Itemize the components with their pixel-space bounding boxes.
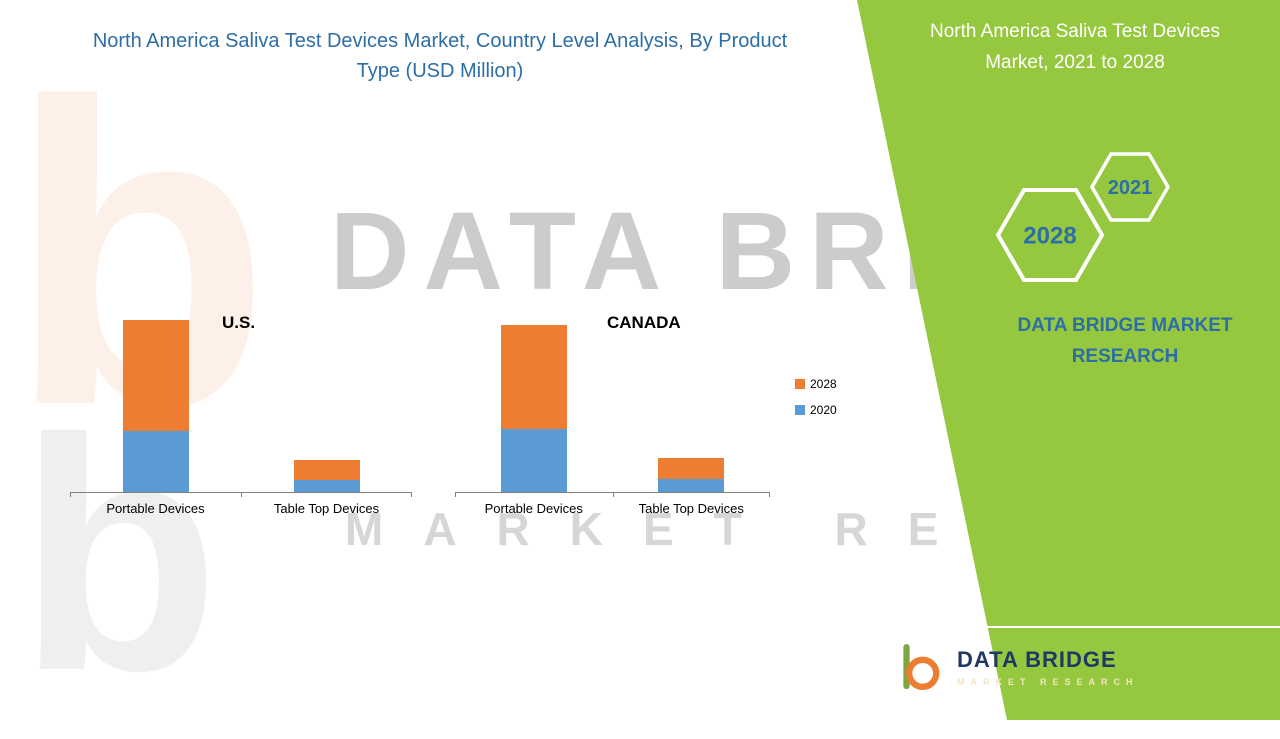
bar-canada-portable-devices [500, 325, 567, 492]
axis-tick [241, 492, 242, 497]
hexagon-2021-shape [1089, 152, 1171, 222]
bar-segment-2028 [122, 320, 189, 431]
legend-label-2020: 2020 [810, 403, 837, 417]
legend-swatch-2028 [795, 379, 805, 389]
legend-item-2020: 2020 [795, 403, 837, 417]
chart-legend: 2028 2020 [795, 377, 837, 417]
us-chart-group: Portable Devices Table Top Devices [70, 290, 412, 516]
bar-segment-2020 [122, 431, 189, 492]
country-label-canada: CANADA [607, 313, 681, 332]
bar-segment-2028 [293, 460, 360, 480]
right-panel-title-line2: Market, 2021 to 2028 [985, 52, 1165, 74]
logo-divider-line [893, 626, 1280, 628]
chart-title: North America Saliva Test Devices Market… [0, 26, 880, 86]
brand-name-line2: RESEARCH [1071, 346, 1179, 368]
data-bridge-logo-icon [903, 644, 940, 690]
bar-canada-table-top-devices [658, 458, 725, 492]
legend-item-2028: 2028 [795, 377, 837, 391]
legend-swatch-2020 [795, 405, 805, 415]
bar-us-portable-devices [122, 320, 189, 492]
axis-tick [70, 492, 71, 497]
bar-segment-2020 [500, 429, 567, 492]
axis-tick [455, 492, 456, 497]
axis-tick [769, 492, 770, 497]
badge-2028-label: 2028 [1023, 223, 1076, 250]
brand-name-line1: DATA BRIDGE MARKET [1017, 315, 1233, 336]
axis-tick [612, 492, 614, 497]
badge-2021-label: 2021 [1108, 177, 1153, 199]
right-panel-title-line1: North America Saliva Test Devices [929, 21, 1221, 42]
logo-subtitle: MARKET RESEARCH [957, 677, 1139, 687]
bar-us-table-top-devices [293, 460, 360, 492]
bar-segment-2028 [658, 458, 725, 479]
brand-name-text: DATA BRIDGE MARKET RESEARCH [990, 310, 1260, 373]
year-hexagon-badges: 2028 2021 [995, 152, 1171, 282]
bar-segment-2020 [293, 480, 360, 492]
category-label-portable-devices: Portable Devices [484, 501, 583, 516]
category-label-portable-devices: Portable Devices [106, 501, 205, 516]
category-label-table-top-devices: Table Top Devices [273, 501, 380, 516]
logo-text: DATA BRIDGE MARKET RESEARCH [957, 647, 1139, 687]
logo-name: DATA BRIDGE [957, 647, 1117, 672]
category-label-table-top-devices: Table Top Devices [638, 501, 744, 516]
data-bridge-logo: DATA BRIDGE MARKET RESEARCH [893, 640, 1139, 694]
page-content: North America Saliva Test Devices Market… [0, 16, 1280, 694]
bar-segment-2020 [658, 479, 725, 492]
bar-segment-2028 [500, 325, 567, 429]
chart-title-line2: Type (USD Million) [356, 60, 524, 82]
hexagon-2028-shape [995, 188, 1105, 282]
right-panel-title: North America Saliva Test Devices Market… [880, 16, 1270, 79]
chart-title-line1: North America Saliva Test Devices Market… [92, 30, 788, 52]
canada-chart-group: Portable Devices Table Top Devices [455, 290, 770, 516]
legend-label-2028: 2028 [810, 377, 837, 391]
axis-tick [411, 492, 412, 497]
country-label-us: U.S. [222, 313, 256, 332]
